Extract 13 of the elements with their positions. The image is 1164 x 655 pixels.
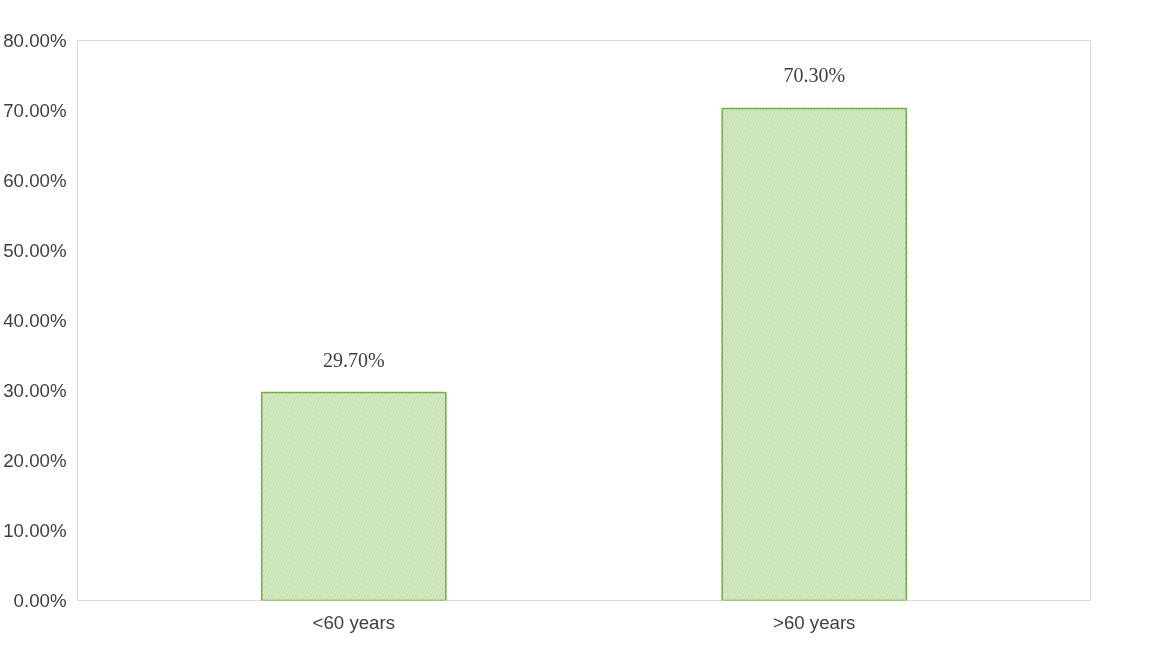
y-tick-label: 80.00% <box>3 30 67 51</box>
y-tick-label: 50.00% <box>3 240 67 261</box>
y-tick-label: 70.00% <box>3 100 67 121</box>
data-label: 29.70% <box>322 348 385 371</box>
y-tick-label: 20.00% <box>3 450 67 471</box>
data-label: 70.30% <box>783 64 846 87</box>
y-tick-label: 60.00% <box>3 170 67 191</box>
y-tick-label: 10.00% <box>3 520 67 541</box>
y-tick-label: 40.00% <box>3 310 67 331</box>
x-tick-label: >60 years <box>773 611 856 633</box>
y-tick-label: 30.00% <box>3 380 67 401</box>
x-tick-label: <60 years <box>312 611 395 633</box>
y-tick-label: 0.00% <box>13 590 67 611</box>
